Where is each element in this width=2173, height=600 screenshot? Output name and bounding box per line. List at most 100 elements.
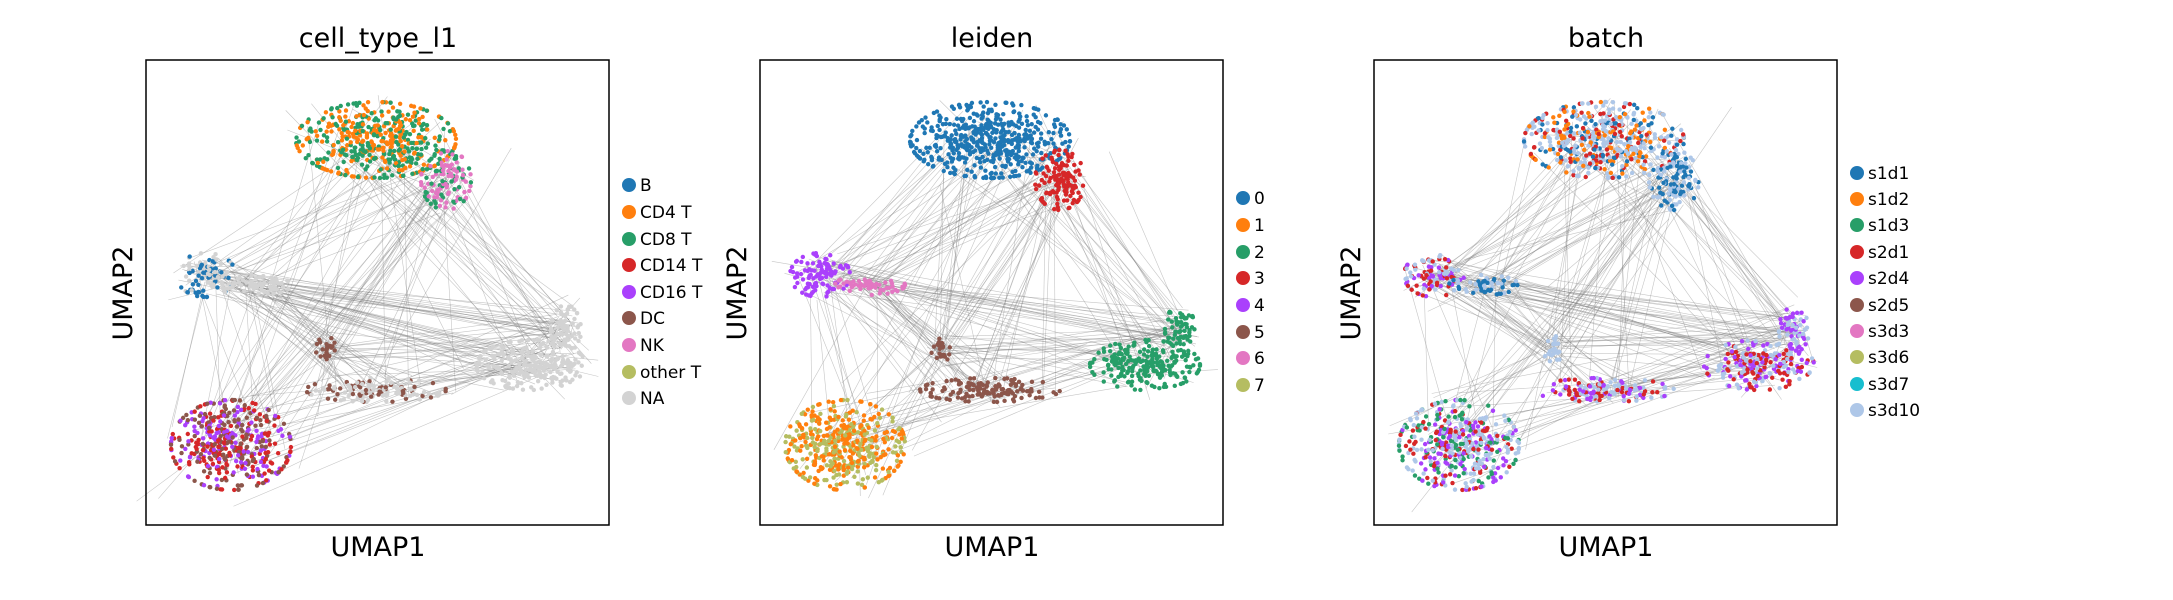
graph-edge <box>207 266 319 350</box>
graph-edge <box>868 346 940 499</box>
cell-point <box>1627 101 1633 107</box>
cell-point <box>890 415 895 420</box>
cell-point <box>228 423 234 429</box>
cell-point <box>420 166 425 172</box>
cell-point <box>1588 140 1593 145</box>
graph-edge <box>279 292 368 385</box>
cell-point <box>567 379 573 385</box>
cell-point <box>991 391 996 396</box>
cell-point <box>510 369 515 375</box>
cell-point <box>893 444 898 449</box>
cell-point <box>993 384 998 389</box>
cell-point <box>1039 150 1044 156</box>
graph-edge <box>815 269 1192 328</box>
cell-point <box>984 383 989 389</box>
graph-edge <box>245 286 253 405</box>
cell-point <box>183 446 188 452</box>
cell-point <box>1557 129 1563 135</box>
graph-edge <box>942 332 1182 367</box>
graph-edge <box>858 200 1060 291</box>
cell-point <box>413 118 419 123</box>
cell-point <box>1584 153 1589 158</box>
cell-point <box>971 376 977 381</box>
graph-edge <box>1494 279 1786 318</box>
cell-point <box>557 371 563 377</box>
cell-point <box>1542 131 1548 136</box>
cell-point <box>244 280 249 285</box>
graph-edge <box>1455 264 1776 369</box>
cell-point <box>258 448 264 453</box>
cell-point <box>1693 177 1698 183</box>
cell-point <box>1023 160 1028 166</box>
cell-point <box>1660 191 1665 197</box>
cell-point <box>1010 391 1015 396</box>
cell-point <box>205 444 210 449</box>
cell-point <box>1121 357 1126 363</box>
cell-point <box>1622 142 1627 147</box>
graph-edge <box>215 191 467 433</box>
cell-point <box>949 133 954 138</box>
cell-point <box>208 400 213 405</box>
cell-point <box>1437 269 1442 275</box>
cell-point <box>1421 276 1427 281</box>
cell-point <box>219 477 225 483</box>
cell-point <box>168 442 174 447</box>
graph-edge <box>1563 155 1573 385</box>
cell-point <box>335 105 340 111</box>
cell-point <box>1092 357 1097 362</box>
cell-point <box>818 428 823 434</box>
legend-entry: other T <box>622 363 702 383</box>
cell-point <box>1031 112 1036 117</box>
cell-point <box>467 188 472 194</box>
cell-point <box>459 154 465 160</box>
legend-entry: 1 <box>1236 216 1265 236</box>
cell-point <box>1566 137 1571 143</box>
cell-point <box>894 458 900 464</box>
cell-point <box>929 394 935 399</box>
cell-point <box>813 453 819 458</box>
cell-point <box>508 339 513 345</box>
graph-edge <box>1558 131 1620 348</box>
cell-point <box>803 292 809 297</box>
cell-point <box>1144 379 1149 385</box>
cell-point <box>421 162 427 167</box>
cell-point <box>491 353 497 359</box>
cell-point <box>1051 141 1056 146</box>
cell-point <box>1562 127 1567 132</box>
cell-point <box>1643 154 1649 159</box>
cell-point <box>1187 328 1192 333</box>
graph-edge <box>1610 172 1677 396</box>
cell-point <box>824 294 829 299</box>
cell-point <box>934 355 940 361</box>
cell-point <box>544 353 550 358</box>
cell-point <box>1571 136 1576 141</box>
cell-point <box>1598 119 1603 124</box>
cell-point <box>339 130 344 136</box>
cell-point <box>902 439 907 444</box>
cell-point <box>389 144 394 149</box>
graph-edge <box>1550 313 1789 345</box>
cell-point <box>372 175 377 180</box>
cell-point <box>1106 362 1111 367</box>
cell-point <box>363 387 369 393</box>
cell-point <box>321 133 327 138</box>
cell-point <box>232 487 237 493</box>
graph-edge <box>1648 146 1793 317</box>
cell-point <box>357 385 363 390</box>
cell-point <box>959 155 965 160</box>
cell-point <box>919 117 924 123</box>
graph-edge <box>249 283 409 393</box>
cell-point <box>1057 147 1062 153</box>
graph-edge <box>1001 168 1125 366</box>
cell-point <box>400 173 406 178</box>
cell-point <box>367 159 373 164</box>
cell-point <box>969 100 975 106</box>
cell-point <box>1043 113 1049 118</box>
cell-point <box>1610 106 1616 111</box>
cell-point <box>384 166 390 171</box>
cell-point <box>352 149 357 154</box>
cell-point <box>818 270 823 276</box>
graph-edge <box>968 177 1051 402</box>
cell-point <box>380 139 385 144</box>
cell-point <box>962 160 968 165</box>
